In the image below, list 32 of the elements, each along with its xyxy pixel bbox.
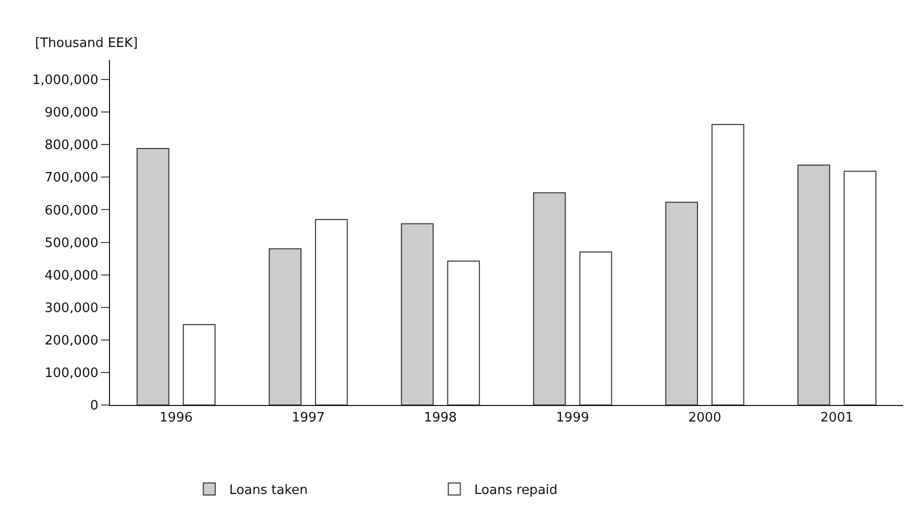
y-tick-label: 1,000,000: [32, 73, 98, 88]
y-tick-label: 100,000: [44, 366, 98, 381]
bar: [268, 248, 302, 405]
bar: [400, 223, 434, 405]
y-tick-label: 500,000: [44, 236, 98, 251]
y-tick-label: 700,000: [44, 170, 98, 186]
y-tick-label: 600,000: [44, 203, 98, 218]
x-tick-label: 2001: [820, 410, 854, 426]
x-tick-label: 1998: [424, 410, 457, 426]
x-tick-label: 1997: [292, 410, 325, 426]
x-tick-label: 1996: [160, 410, 193, 426]
bar: [182, 324, 216, 405]
legend-label: Loans taken: [229, 483, 308, 498]
bar: [797, 164, 830, 405]
bar: [665, 202, 698, 405]
y-tick-label: 300,000: [44, 300, 98, 316]
legend-label: Loans repaid: [474, 483, 558, 498]
y-tick-label: 800,000: [44, 138, 98, 154]
bar: [315, 218, 348, 405]
y-axis-title: [Thousand EEK]: [35, 36, 138, 51]
y-tick-label: 200,000: [44, 333, 98, 348]
bar: [844, 170, 876, 405]
bar: [712, 124, 744, 405]
x-tick-label: 1999: [556, 410, 590, 426]
bar: [579, 252, 612, 405]
bar: [136, 148, 170, 405]
x-tick-label: 2000: [688, 410, 722, 426]
y-tick-label: 400,000: [44, 268, 98, 284]
bar: [447, 260, 480, 405]
bar: [533, 192, 566, 405]
y-tick-label: 900,000: [44, 106, 98, 121]
y-tick-label: 0: [90, 398, 98, 414]
